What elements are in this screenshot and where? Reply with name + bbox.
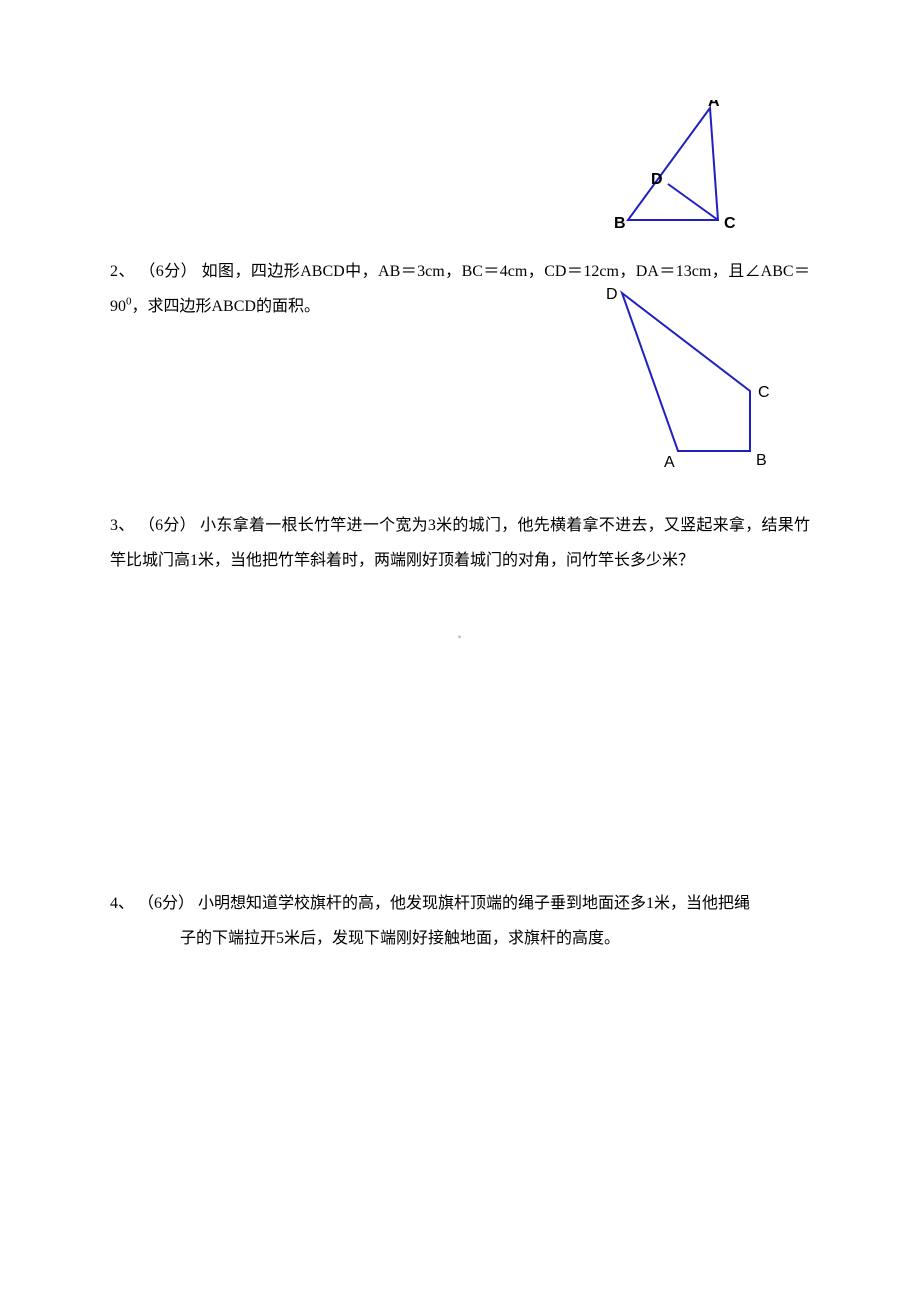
question-2-number: 2、: [110, 263, 135, 280]
segment-dc: [668, 184, 718, 220]
triangle-abc-path: [628, 108, 718, 220]
question-3-points: （6分）: [139, 517, 196, 534]
question-2-points: （6分）: [139, 263, 197, 280]
vertex-label-b: B: [614, 215, 626, 232]
q2-vertex-a: A: [664, 454, 675, 471]
vertex-label-a: A: [708, 100, 720, 110]
question-4: 4、 （6分） 小明想知道学校旗杆的高，他发现旗杆顶端的绳子垂到地面还多1米，当…: [110, 886, 810, 956]
question-4-line1: 小明想知道学校旗杆的高，他发现旗杆顶端的绳子垂到地面还多1米，当他把绳: [198, 895, 750, 912]
question-4-number: 4、: [110, 895, 134, 912]
figure-triangle-abcd: A B C D: [610, 100, 750, 253]
q2-vertex-b: B: [756, 452, 767, 469]
question-4-line2: 子的下端拉开5米后，发现下端刚好接触地面，求旗杆的高度。: [180, 930, 620, 947]
figure-quadrilateral-abcd: D C B A: [560, 281, 780, 484]
question-3-number: 3、: [110, 517, 135, 534]
question-3-text: 小东拿着一根长竹竿进一个宽为3米的城门，他先横着拿不进去，又竖起来拿，结果竹竿比…: [110, 517, 810, 569]
page-center-mark: ▪: [0, 627, 920, 649]
q2-vertex-c: C: [758, 384, 770, 401]
question-3: 3、 （6分） 小东拿着一根长竹竿进一个宽为3米的城门，他先横着拿不进去，又竖起…: [110, 508, 810, 578]
vertex-label-d: D: [651, 171, 663, 188]
question-2-text-b: ，求四边形ABCD的面积。: [132, 298, 320, 315]
q2-vertex-d: D: [606, 286, 618, 303]
vertex-label-c: C: [724, 215, 736, 232]
quad-path: [622, 293, 750, 451]
question-4-points: （6分）: [138, 895, 194, 912]
